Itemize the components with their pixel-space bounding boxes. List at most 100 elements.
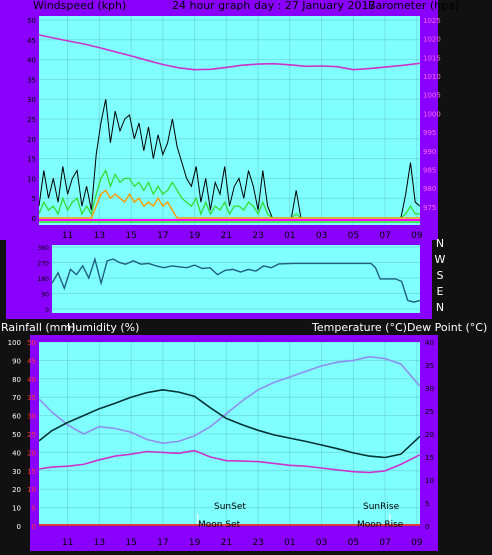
wind-x-tick-label: 21 [221,231,232,241]
wind-x-tick-label: 11 [62,231,73,241]
moonrise-label: Moon Rise [357,520,404,530]
wind-x-tick-label: 13 [94,231,105,241]
rain-y-tick-label: 5 [32,505,36,513]
barometer-y-tick-label: 1015 [423,54,441,62]
humidity-y-tick-label: 10 [12,505,21,513]
direction-compass-label: E [437,285,444,298]
temp-x-tick-label: 11 [62,538,73,548]
direction-y-tick-label: 180 [38,276,50,283]
direction-y-tick-label: 0 [45,307,49,314]
temp-plot-area [39,342,420,526]
temperature-y-tick-label: 35 [425,362,434,370]
wind-x-tick-label: 01 [284,231,295,241]
humidity-y-tick-label: 80 [12,376,21,384]
barometer-y-tick-label: 1025 [423,17,441,25]
wind-y-tick-label: 15 [27,156,36,164]
rain-title: Rainfall (mm) [1,321,75,334]
wind-y-tick-label: 25 [27,116,36,124]
wind-direction-line [51,256,421,303]
direction-compass-label: S [437,269,444,282]
wind-y-tick-label: 30 [27,96,36,104]
temperature-line [38,388,421,459]
wind-x-tick-label: 03 [316,231,327,241]
wind-average-orange-line [39,189,420,219]
barometer-y-tick-label: 1020 [423,36,441,44]
rain-y-tick-label: 15 [27,468,36,476]
direction-plot-area [52,245,420,313]
direction-compass-label: N [436,301,444,314]
barometer-y-tick-label: 1005 [423,92,441,100]
humidity-title: Humidity (%) [67,321,139,334]
wind-y-tick-label: 10 [27,175,36,183]
temp-x-tick-label: 05 [348,538,359,548]
wind-y-tick-label: 5 [32,195,36,203]
barometer-line [38,34,421,71]
humidity-y-tick-label: 50 [12,431,21,439]
wind-y-tick-label: 40 [27,57,36,65]
barometer-y-tick-label: 1000 [423,110,441,118]
barometer-y-tick-label: 985 [423,166,436,174]
temp-x-tick-label: 01 [284,538,295,548]
wind-title-right: Barometer (hpa) [368,0,459,12]
humidity-y-tick-label: 20 [12,486,21,494]
sunset-label: SunSet [214,502,246,512]
barometer-y-tick-label: 995 [423,129,436,137]
humidity-y-tick-label: 90 [12,357,21,365]
direction-compass-label: W [435,253,446,266]
temperature-y-tick-label: 25 [425,408,434,416]
temp-x-tick-label: 17 [157,538,168,548]
wind-y-tick-label: 20 [27,136,36,144]
wind-x-tick-label: 05 [348,231,359,241]
temp-x-tick-label: 23 [252,538,263,548]
barometer-y-tick-label: 990 [423,148,436,156]
wind-y-tick-label: 50 [27,17,36,25]
temp-x-tick-label: 19 [189,538,201,548]
rain-y-tick-label: 45 [27,357,36,365]
wind-x-tick-label: 15 [125,231,136,241]
moonset-label: Moon Set [198,520,241,530]
barometer-y-tick-label: 975 [423,204,436,212]
humidity-y-tick-label: 60 [12,413,21,421]
temp-x-tick-label: 15 [125,538,136,548]
temperature-y-tick-label: 15 [425,454,434,462]
direction-y-tick-label: 360 [38,245,50,252]
direction-compass-label: N [436,237,444,250]
rain-y-tick-label: 20 [27,449,36,457]
wind-y-tick-label: 0 [32,215,36,223]
humidity-y-tick-label: 100 [8,339,21,347]
temperature-y-tick-label: 30 [425,385,434,393]
rain-y-tick-label: 0 [32,523,36,531]
wind-y-tick-label: 35 [27,76,36,84]
wind-x-tick-label: 07 [379,231,390,241]
barometer-y-tick-label: 1010 [423,73,441,81]
wind-x-tick-label: 17 [157,231,168,241]
temp-x-tick-label: 09 [411,538,423,548]
barometer-y-tick-label: 980 [423,185,436,193]
temp-x-tick-label: 13 [94,538,105,548]
chart-title: 24 hour graph day : 27 January 2017 [172,0,376,12]
sunrise-label: SunRise [363,502,400,512]
dewpoint-line [38,449,421,474]
humidity-line [38,355,421,445]
wind-plot-area [39,16,420,225]
wind-y-tick-label: 45 [27,37,36,45]
humidity-y-tick-label: 40 [12,449,21,457]
temperature-y-tick-label: 40 [425,339,434,347]
humidity-y-tick-label: 70 [12,394,21,402]
temp-x-tick-label: 21 [221,538,232,548]
temperature-y-tick-label: 5 [425,500,429,508]
rain-y-tick-label: 50 [27,339,36,347]
direction-y-tick-label: 270 [38,261,50,268]
temp-x-tick-label: 03 [316,538,327,548]
rain-y-tick-label: 40 [27,376,36,384]
wind-x-tick-label: 19 [189,231,201,241]
temperature-title: Temperature (°C)Dew Point (°C) [311,321,487,334]
rain-y-tick-label: 30 [27,413,36,421]
humidity-y-tick-label: 30 [12,468,21,476]
temperature-y-tick-label: 10 [425,477,434,485]
wind-title-left: Windspeed (kph) [33,0,126,12]
humidity-y-tick-label: 0 [17,523,21,531]
rain-y-tick-label: 35 [27,394,36,402]
temperature-y-tick-label: 0 [425,523,429,531]
